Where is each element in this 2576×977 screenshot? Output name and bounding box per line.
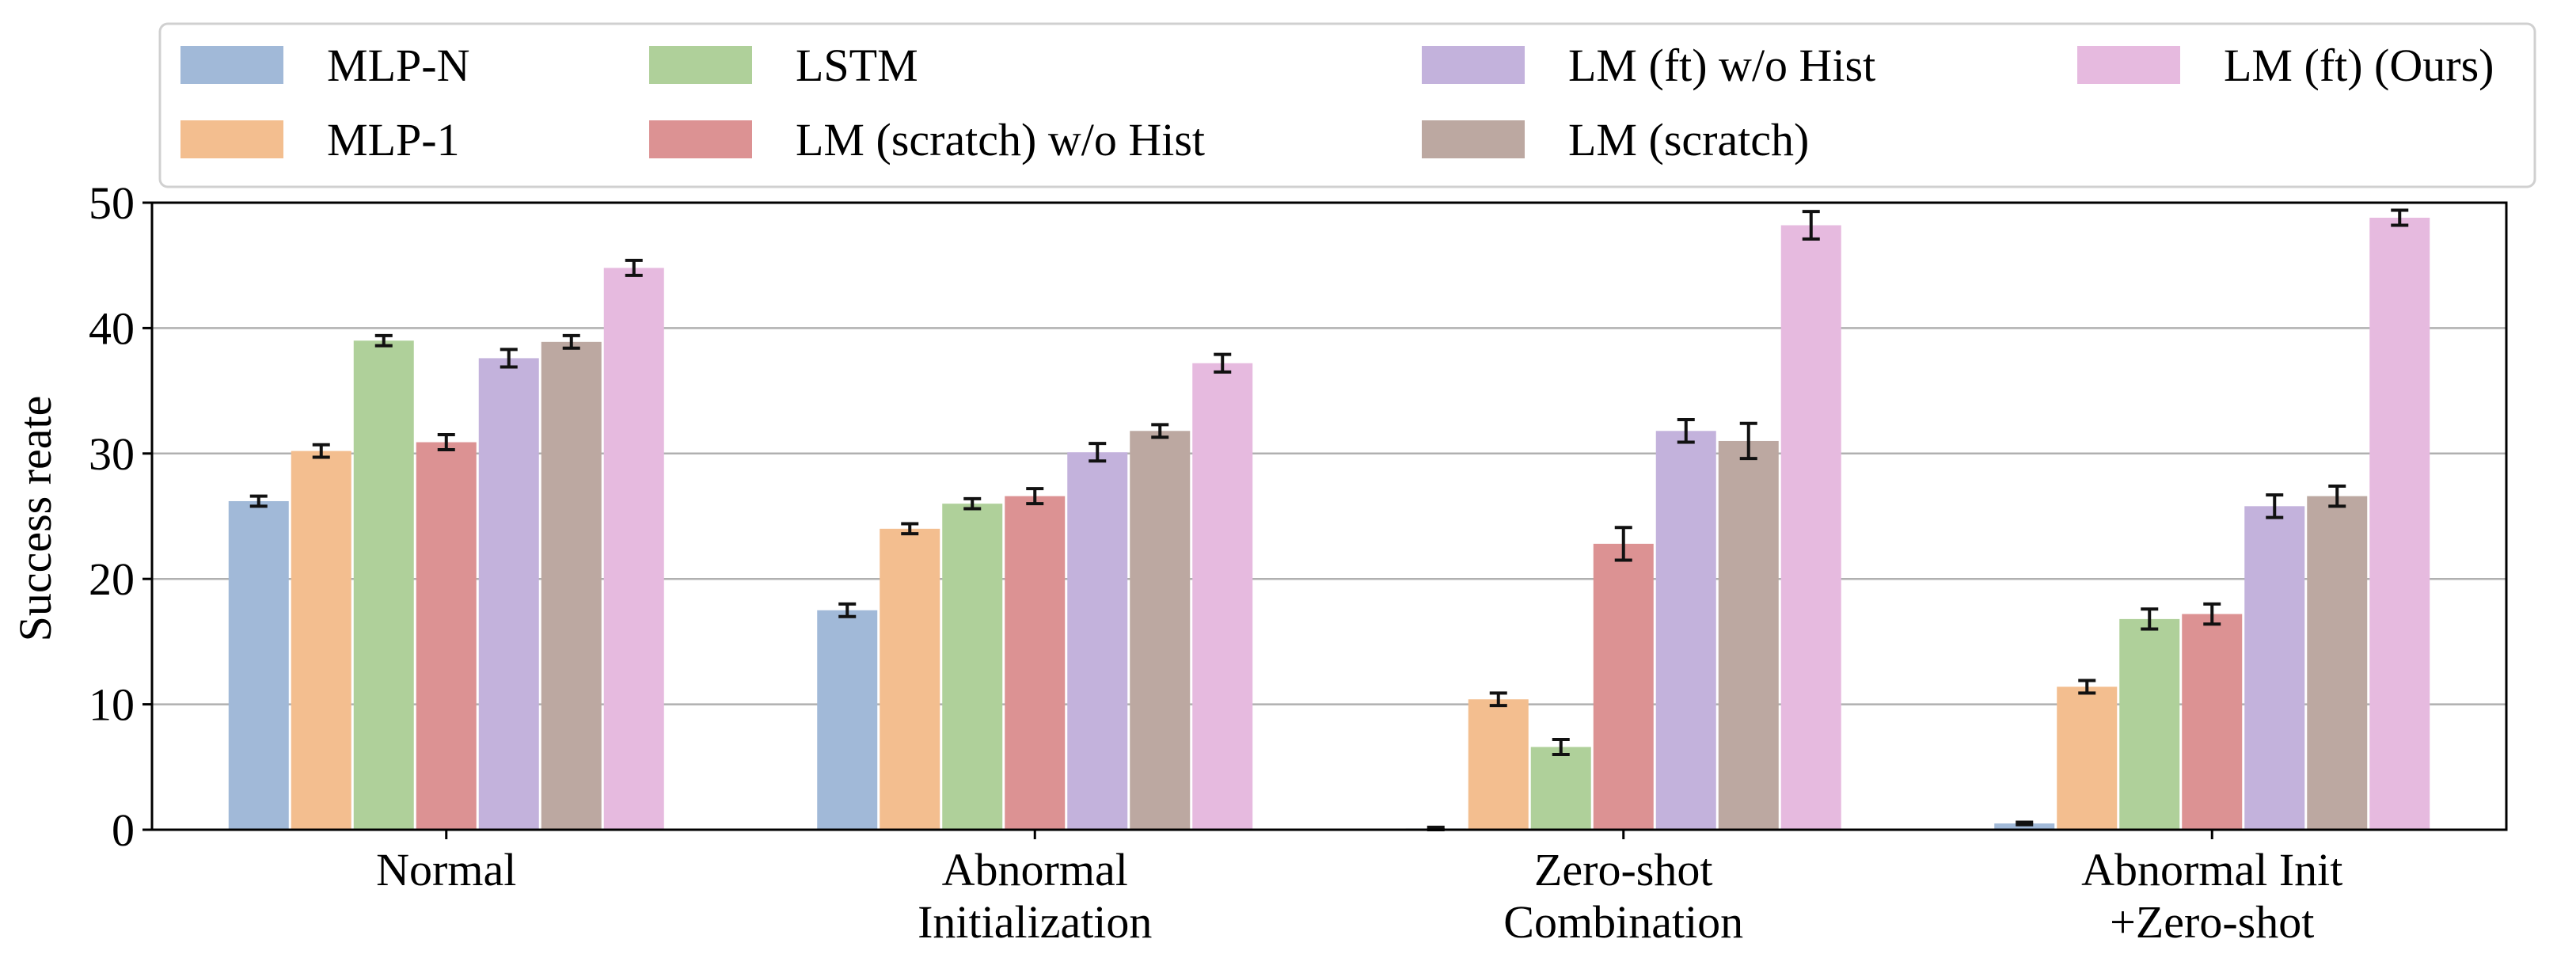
bar [2119, 618, 2180, 830]
legend-swatch [649, 46, 752, 84]
bar [1067, 452, 1128, 830]
y-tick-label: 50 [89, 177, 135, 229]
bar [1780, 225, 1841, 831]
x-tick-label: Abnormal [942, 844, 1128, 895]
legend-swatch [649, 120, 752, 158]
bar [478, 358, 539, 830]
bar [1530, 747, 1591, 830]
bar [880, 528, 940, 830]
legend-label: MLP-N [327, 40, 469, 91]
bar [2307, 496, 2368, 830]
x-tick-label: Zero-shot [1534, 844, 1713, 895]
x-tick-label: +Zero-shot [2110, 896, 2314, 948]
legend-swatch [180, 120, 283, 158]
y-axis-ticks: 0 10 20 30 40 50 [89, 177, 152, 856]
bar [1468, 699, 1529, 830]
legend-label: LSTM [796, 40, 918, 91]
legend-label: LM (ft) (Ours) [2224, 40, 2494, 91]
bar [2182, 614, 2243, 830]
bar [2057, 686, 2118, 830]
x-tick-label: Initialization [918, 896, 1152, 948]
legend: MLP-N MLP-1 LSTM LM (scratch) w/o Hist LM (f… [158, 22, 2536, 188]
x-tick-label: Combination [1503, 896, 1743, 948]
bar [1192, 363, 1253, 830]
x-tick-label: Abnormal Init [2081, 844, 2342, 895]
plot-area-frame [150, 201, 2508, 831]
legend-label: LM (ft) w/o Hist [1568, 40, 1875, 91]
bar [1994, 823, 2055, 830]
legend-swatch [1422, 46, 1525, 84]
bar [291, 450, 351, 830]
bar [603, 268, 664, 830]
bar [2244, 506, 2305, 830]
legend-swatch [180, 46, 283, 84]
bar [1655, 431, 1716, 830]
y-tick-label: 40 [89, 302, 135, 354]
y-tick-label: 0 [112, 804, 135, 856]
y-tick-label: 20 [89, 553, 135, 605]
bar [817, 610, 878, 830]
legend-label: LM (scratch) w/o Hist [796, 114, 1205, 165]
bar [1718, 440, 1779, 830]
legend-label: LM (scratch) [1568, 114, 1809, 165]
bar [228, 500, 289, 830]
error-bars [249, 208, 2409, 831]
x-tick-label: Normal [376, 844, 516, 895]
legend-label: MLP-1 [327, 114, 460, 165]
bar [353, 340, 414, 830]
bar [416, 442, 477, 830]
bar [1005, 496, 1066, 830]
bars [228, 218, 2430, 831]
bar [541, 341, 602, 831]
y-axis-label: Success reate [9, 396, 61, 642]
y-tick-label: 10 [89, 679, 135, 731]
legend-frame [158, 22, 2536, 188]
bar [2369, 218, 2430, 830]
y-tick-label: 30 [89, 428, 135, 480]
legend-swatch [1422, 120, 1525, 158]
bar [1130, 431, 1191, 830]
legend-swatch [2077, 46, 2180, 84]
bar [942, 504, 1003, 830]
bar [1593, 543, 1654, 830]
